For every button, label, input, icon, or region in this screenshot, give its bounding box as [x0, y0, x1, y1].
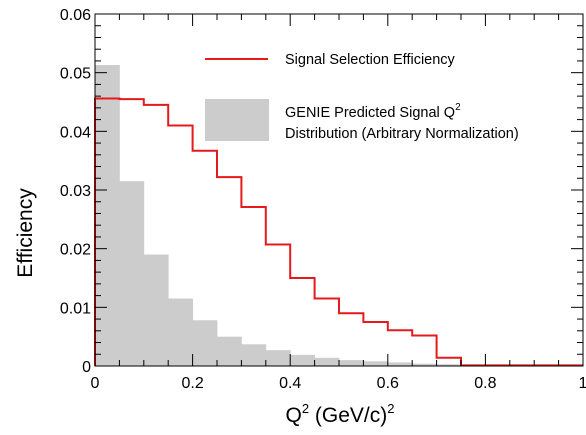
- distribution-histogram: [95, 65, 584, 366]
- x-tick-label: 0.4: [279, 375, 301, 392]
- histogram-bar-4: [192, 320, 218, 366]
- histogram-bar-10: [339, 360, 364, 366]
- efficiency-step-line: [94, 97, 583, 367]
- histogram-bar-0: [95, 65, 120, 366]
- histogram-bar-13: [412, 363, 437, 366]
- y-tick-label: 0.01: [60, 300, 91, 317]
- histogram-bar-3: [168, 298, 193, 366]
- y-tick-label: 0.02: [60, 242, 91, 259]
- y-tick-label: 0: [82, 359, 91, 376]
- histogram-bar-11: [363, 361, 389, 366]
- x-tick-label: 0.8: [474, 375, 496, 392]
- y-tick-label: 0.06: [60, 7, 91, 24]
- histogram-bar-8: [290, 354, 315, 366]
- y-axis-title: Efficiency: [14, 188, 37, 278]
- histogram-bar-7: [265, 350, 291, 366]
- histogram-bar-6: [241, 344, 267, 366]
- histogram-bar-12: [387, 362, 413, 366]
- x-tick-label: 0.2: [181, 375, 203, 392]
- tick-labels: 0 0.2 0.4 0.6 0.8 1 0 0.01 0.02 0.03 0.04 0.05 0.06: [60, 7, 586, 392]
- legend-distribution-label-line2: Distribution (Arbitrary Normalization): [285, 126, 519, 142]
- histogram-bar-5: [217, 336, 242, 366]
- x-tick-label: 1: [579, 375, 586, 392]
- histogram-bar-2: [143, 254, 169, 366]
- histogram-bar-1: [119, 181, 145, 366]
- x-axis-title: Q2 (GeV/c)2: [286, 401, 395, 427]
- y-tick-label: 0.03: [60, 183, 91, 200]
- axes: [94, 13, 584, 367]
- x-tick-label: 0: [91, 375, 100, 392]
- efficiency-step-path: [94, 97, 583, 367]
- x-tick-label: 0.6: [377, 375, 399, 392]
- y-tick-label: 0.05: [60, 66, 91, 83]
- legend-distribution-swatch: [205, 99, 269, 141]
- legend: Signal Selection Efficiency GENIE Predic…: [205, 52, 519, 142]
- histogram-bar-14: [436, 364, 462, 366]
- legend-distribution-label-line1: GENIE Predicted Signal Q2: [285, 102, 461, 121]
- histogram-bar-9: [314, 357, 340, 366]
- legend-efficiency-label: Signal Selection Efficiency: [285, 52, 456, 68]
- y-tick-label: 0.04: [60, 124, 91, 141]
